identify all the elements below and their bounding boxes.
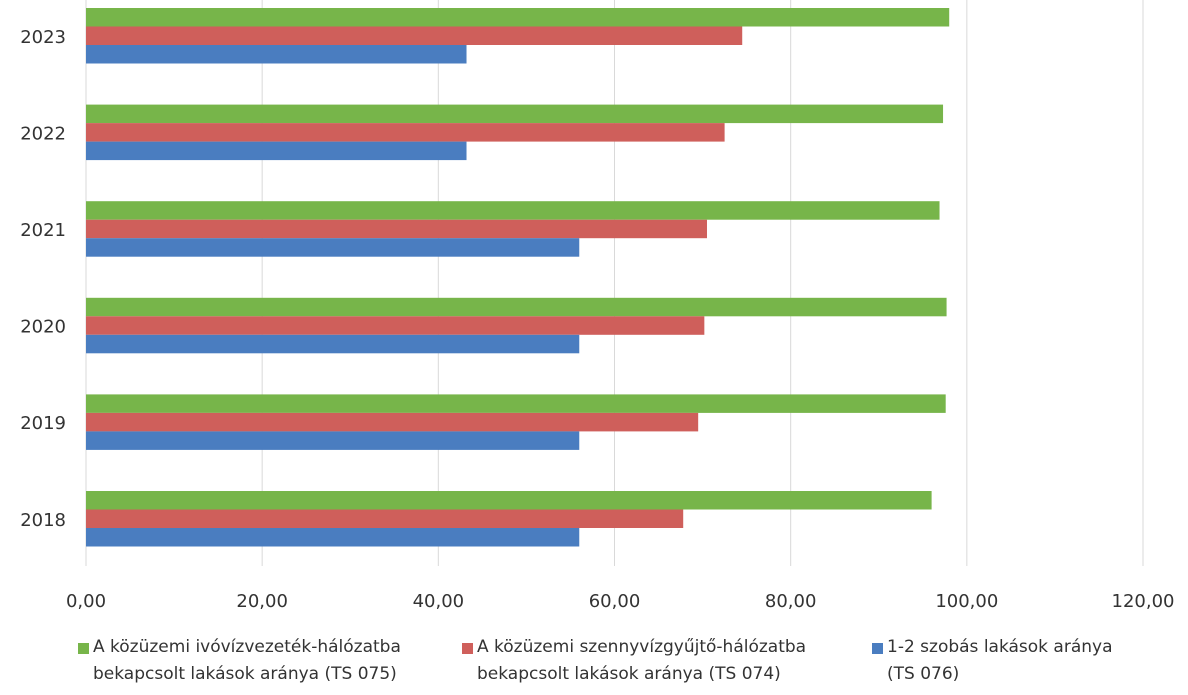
bar-2021-series-2: [86, 238, 580, 257]
bar-2022-series-2: [86, 141, 467, 161]
bar-chart: 2023 2022 2021 2020 2019 2018 0,00 20,00 40,00 6…: [20, 0, 1175, 612]
x-tick-label: 100,00: [935, 591, 998, 612]
legend-swatch-sewer: [462, 643, 473, 654]
legend-item-sewer: A közüzemi szennyvízgyűjtő-hálózatba bek…: [462, 634, 806, 688]
y-tick-label: 2020: [20, 317, 66, 338]
y-tick-label: 2019: [20, 413, 66, 434]
legend-label-water-line2: bekapcsolt lakások aránya (TS 075): [93, 664, 397, 684]
bar-2018-series-0: [86, 491, 932, 510]
bar-2020-series-1: [86, 316, 705, 335]
x-tick-label: 40,00: [413, 591, 465, 612]
bar-2019-series-2: [86, 431, 580, 450]
legend-label-sewer-line2: bekapcsolt lakások aránya (TS 074): [477, 664, 781, 684]
y-tick-label: 2021: [20, 220, 66, 241]
y-tick-label: 2023: [20, 27, 66, 48]
bar-2022-series-1: [86, 123, 725, 142]
legend-swatch-water: [78, 643, 89, 654]
legend-label-sewer-line1: A közüzemi szennyvízgyűjtő-hálózatba: [477, 637, 807, 657]
x-tick-label: 120,00: [1112, 591, 1175, 612]
legend-item-rooms: 1-2 szobás lakások aránya (TS 076): [872, 634, 1113, 688]
bar-2023-series-2: [86, 45, 467, 64]
x-tick-label: 20,00: [236, 591, 288, 612]
bar-2019-series-0: [86, 394, 946, 413]
bar-2020-series-2: [86, 334, 580, 354]
legend-label-rooms-line1: 1-2 szobás lakások aránya: [887, 637, 1113, 657]
bars: [86, 8, 950, 547]
bar-2021-series-0: [86, 201, 940, 220]
bar-2019-series-1: [86, 412, 699, 432]
x-axis-ticks: 0,00 20,00 40,00 60,00 80,00 100,00 120,00: [66, 591, 1175, 612]
legend-label-rooms-line2: (TS 076): [887, 664, 960, 684]
legend-item-water: A közüzemi ivóvízvezeték-hálózatba bekap…: [78, 634, 401, 688]
bar-2018-series-2: [86, 528, 580, 547]
bar-2018-series-1: [86, 509, 684, 528]
gridlines: [85, 0, 1144, 566]
bar-2023-series-1: [86, 26, 743, 45]
x-tick-label: 80,00: [765, 591, 817, 612]
legend-swatch-rooms: [872, 643, 883, 654]
legend: A közüzemi ivóvízvezeték-hálózatba bekap…: [0, 634, 1188, 692]
bar-2022-series-0: [86, 104, 944, 124]
x-tick-label: 0,00: [66, 591, 106, 612]
x-tick-label: 60,00: [589, 591, 641, 612]
bar-2021-series-1: [86, 219, 707, 239]
y-tick-label: 2022: [20, 123, 66, 144]
y-tick-label: 2018: [20, 510, 66, 531]
bar-2020-series-0: [86, 297, 947, 317]
legend-label-water-line1: A közüzemi ivóvízvezeték-hálózatba: [93, 637, 401, 657]
bar-2023-series-0: [86, 8, 950, 27]
y-axis-ticks: 2023 2022 2021 2020 2019 2018: [20, 27, 66, 531]
